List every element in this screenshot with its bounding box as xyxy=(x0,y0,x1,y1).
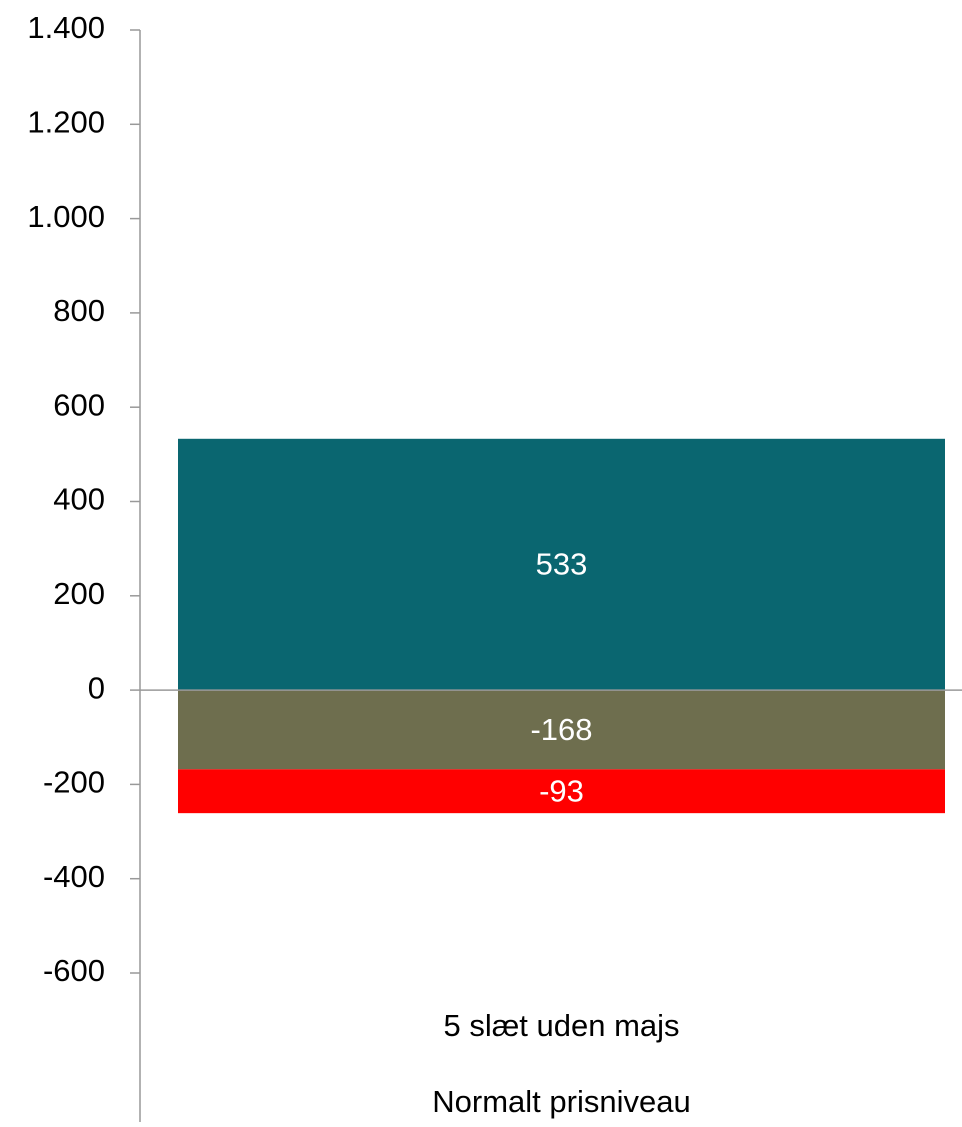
bar-segment xyxy=(178,769,945,814)
bar-segment xyxy=(178,690,945,770)
y-tick-label: -400 xyxy=(43,859,105,894)
y-tick-label: 1.400 xyxy=(27,10,105,45)
bar-segment xyxy=(178,438,945,691)
x-group-label: Normalt prisniveau xyxy=(432,1084,690,1119)
value-label: -93 xyxy=(539,773,584,808)
y-tick-label: 800 xyxy=(53,293,105,328)
y-tick-label: 1.200 xyxy=(27,104,105,139)
y-tick-label: 0 xyxy=(88,670,105,705)
y-tick-label: -200 xyxy=(43,765,105,800)
y-tick-label: 1.000 xyxy=(27,199,105,234)
x-tick-label: 5 slæt uden majs xyxy=(443,1008,679,1043)
value-label: -168 xyxy=(530,712,592,747)
value-label: 533 xyxy=(536,547,588,582)
y-tick-label: 400 xyxy=(53,482,105,517)
y-tick-label: -600 xyxy=(43,953,105,988)
y-tick-label: 600 xyxy=(53,387,105,422)
y-tick-label: 200 xyxy=(53,576,105,611)
